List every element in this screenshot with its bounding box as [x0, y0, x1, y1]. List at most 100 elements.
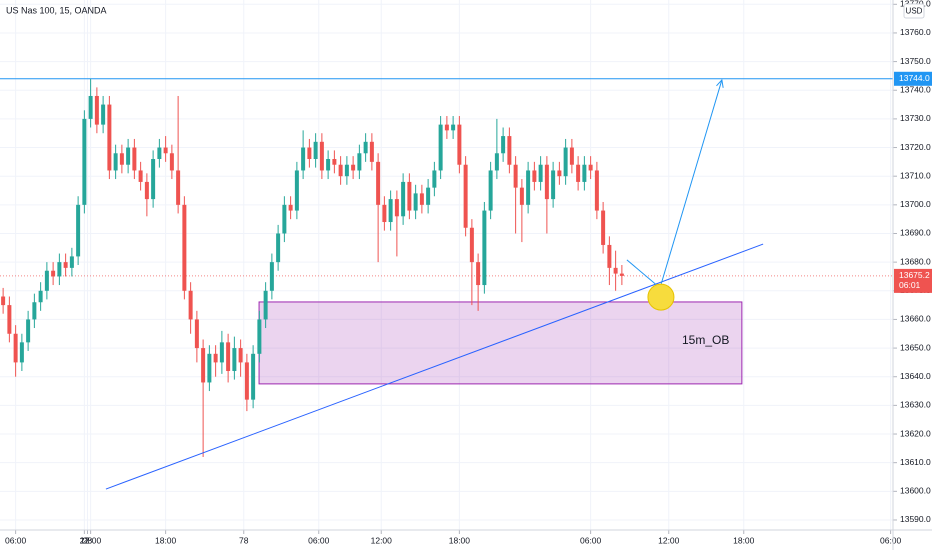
x-tick-label: 12:00 — [80, 535, 102, 545]
candle-body — [263, 290, 268, 320]
candle-body — [88, 95, 93, 119]
y-tick-label: 13660.0 — [900, 314, 931, 324]
candle-body — [76, 204, 81, 257]
candle-body — [594, 170, 599, 211]
candle-body — [94, 95, 99, 125]
chart-title: US Nas 100, 15, OANDA — [6, 5, 107, 15]
candle-body — [38, 290, 43, 303]
y-tick-label: 13590.0 — [900, 514, 931, 524]
candle-body — [307, 147, 312, 159]
candle-body — [507, 136, 512, 165]
y-tick-label: 13750.0 — [900, 56, 931, 66]
candle-body — [457, 124, 462, 165]
candle-body — [382, 204, 387, 223]
candle-body — [407, 181, 412, 211]
candle-body — [376, 161, 381, 205]
x-tick-label: 18:00 — [733, 535, 755, 545]
candle-body — [476, 262, 481, 286]
candle-body — [219, 342, 224, 363]
candle-body — [207, 353, 212, 383]
candle-body — [257, 319, 262, 354]
candle-body — [144, 181, 149, 200]
y-tick-label: 13740.0 — [900, 84, 931, 94]
x-tick-label: 06:00 — [5, 535, 27, 545]
candle-body — [513, 164, 518, 188]
candle-body — [57, 262, 62, 277]
candle-body — [19, 342, 24, 363]
candle-body — [526, 170, 531, 205]
candle-body — [438, 124, 443, 171]
candle-body — [482, 210, 487, 286]
candle-body — [551, 170, 556, 200]
candle-body — [569, 147, 574, 165]
plot-area: 15m_OB — [0, 78, 893, 490]
candle-body — [13, 333, 18, 363]
grid — [0, 0, 893, 530]
candle-body — [451, 124, 456, 131]
arrow-head — [716, 78, 724, 88]
candle-body — [182, 204, 187, 291]
candle-body — [588, 164, 593, 171]
candle-body — [357, 153, 362, 171]
candle-body — [251, 353, 256, 400]
trendline — [105, 243, 764, 490]
candle-body — [557, 170, 562, 177]
last-price-box — [894, 268, 932, 293]
candle-body — [269, 262, 274, 291]
y-tick-label: 13730.0 — [900, 113, 931, 123]
candle-body — [544, 164, 549, 200]
y-tick-label: 13610.0 — [900, 457, 931, 467]
candle-body — [213, 353, 218, 363]
y-tick-label: 13710.0 — [900, 170, 931, 180]
candle-body — [419, 193, 424, 205]
candle-body — [369, 141, 374, 162]
candle-body — [519, 187, 524, 205]
target-marker — [647, 283, 675, 311]
candle-body — [169, 153, 174, 171]
candle-body — [488, 170, 493, 211]
candle-body — [188, 290, 193, 320]
candle-body — [338, 164, 343, 177]
candle-body — [444, 124, 449, 131]
candle-body — [563, 147, 568, 177]
candle-body — [63, 262, 68, 268]
x-tick-label: 12:00 — [371, 535, 393, 545]
zone-label: 15m_OB — [682, 333, 729, 347]
y-tick-label: 13620.0 — [900, 428, 931, 438]
candle-body — [26, 319, 31, 343]
candle-body — [344, 164, 349, 177]
projection-arrow — [626, 79, 723, 289]
y-tick-label: 13720.0 — [900, 142, 931, 152]
candle-body — [301, 147, 306, 171]
candle-body — [157, 147, 162, 159]
candle-body — [163, 147, 168, 154]
candle-body — [463, 164, 468, 228]
x-tick-label: 28 — [83, 535, 93, 545]
candle-body — [494, 153, 499, 171]
candle-body — [532, 170, 537, 182]
x-tick-label: 06:00 — [580, 535, 602, 545]
candle-body — [238, 348, 243, 363]
candle-body — [151, 159, 156, 200]
candle-body — [107, 104, 112, 171]
candle-body — [394, 199, 399, 217]
candle-body — [244, 362, 249, 400]
x-tick-label: 18:00 — [155, 535, 177, 545]
candle-body — [32, 302, 37, 320]
candle-body — [51, 270, 56, 277]
candle-body — [194, 319, 199, 349]
candle-body — [138, 170, 143, 182]
candle-body — [226, 342, 231, 371]
candle-body — [288, 204, 293, 211]
candle-body — [607, 244, 612, 268]
candle-body — [82, 118, 87, 205]
candle-body — [432, 170, 437, 188]
candle-body — [113, 153, 118, 171]
candle-body — [388, 199, 393, 223]
candle-body — [469, 227, 474, 263]
candle-body — [69, 256, 74, 268]
candle-body — [319, 141, 324, 171]
